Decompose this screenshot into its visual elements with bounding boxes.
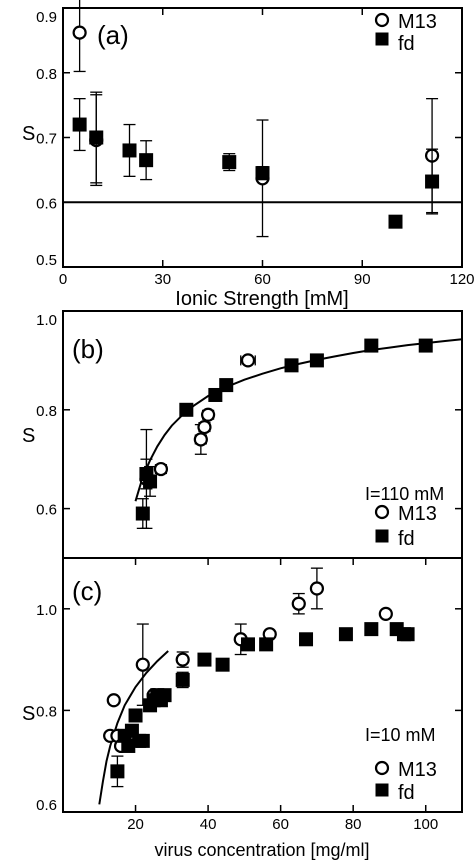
x-tick-label: 0 [59, 271, 67, 288]
m13-point [291, 596, 306, 611]
fd-point [175, 672, 190, 687]
legend-m13-label: M13 [398, 11, 437, 33]
m13-point [309, 581, 325, 596]
panel-c-frame [62, 557, 463, 813]
panel-b-label: (b) [72, 334, 104, 364]
panel-a: (a) S Ionic Strength [mM] M13 fd 0 30 60 90… [22, 0, 474, 310]
x-tick-label: 120 [449, 271, 474, 288]
fd-point [309, 353, 324, 368]
x-tick-label: 90 [354, 271, 371, 288]
y-tick-label: 0.9 [36, 9, 57, 26]
m13-point [200, 407, 216, 422]
m13-point [378, 606, 393, 621]
fd-point [219, 378, 234, 393]
legend-m13-marker [374, 760, 390, 776]
fd-point [179, 402, 194, 417]
legend-m13-label: M13 [398, 503, 437, 525]
y-tick-label: 0.6 [36, 195, 57, 212]
x-tick-label: 60 [254, 271, 271, 288]
fd-point [222, 155, 237, 170]
panel-c-annotation: I=10 mM [365, 725, 436, 745]
fd-point [364, 338, 379, 353]
fd-point [135, 733, 150, 748]
m13-point [240, 353, 256, 368]
fd-point [139, 153, 154, 168]
panel-c: (c) S virus concentration [mg/ml] I=10 m… [22, 557, 463, 860]
fd-point [255, 166, 270, 181]
legend-m13-marker [374, 12, 390, 28]
fd-point [299, 632, 314, 647]
legend-fd-label: fd [398, 782, 415, 804]
fd-point [240, 637, 255, 652]
panel-b: (b) S I=110 mM M13 fd 0.6 0.8 1.0 [22, 310, 463, 559]
y-tick-label: 0.5 [36, 252, 57, 269]
x-tick-label: 40 [200, 816, 217, 833]
y-tick-label: 0.8 [36, 66, 57, 83]
m13-point [197, 419, 212, 435]
y-tick-label: 0.7 [36, 131, 57, 148]
legend-fd-marker [375, 32, 389, 46]
panel-c-xlabel: virus concentration [mg/ml] [154, 840, 369, 860]
fd-point [338, 627, 353, 642]
panel-a-ylabel: S [22, 123, 35, 145]
legend-fd-marker [375, 783, 389, 797]
panel-b-legend: M13 fd [374, 503, 437, 550]
y-tick-label: 0.8 [36, 703, 57, 720]
x-tick-label: 80 [345, 816, 362, 833]
x-tick-label: 60 [272, 816, 289, 833]
m13-point [72, 25, 87, 40]
panel-c-label: (c) [72, 576, 102, 606]
fd-point [425, 174, 440, 189]
fd-point [215, 657, 230, 672]
legend-m13-label: M13 [398, 759, 437, 781]
fd-point [284, 358, 299, 373]
panel-a-legend: M13 fd [374, 11, 437, 55]
fd-point [143, 474, 158, 489]
m13-point [175, 652, 190, 667]
legend-fd-marker [375, 529, 389, 543]
fd-point [128, 708, 143, 723]
fd-point [157, 688, 172, 703]
fd-point [364, 622, 379, 637]
fd-point [135, 506, 150, 521]
y-tick-label: 0.6 [36, 502, 57, 519]
fd-point [122, 143, 137, 158]
legend-m13-marker [374, 504, 390, 520]
fd-point [197, 652, 212, 667]
fd-point [72, 117, 87, 132]
panel-b-annotation: I=110 mM [365, 484, 444, 504]
fd-point [418, 338, 433, 353]
fd-point [110, 764, 125, 779]
m13-point [106, 693, 121, 708]
y-tick-label: 1.0 [36, 312, 57, 329]
m13-point [135, 657, 150, 672]
panel-a-xlabel: Ionic Strength [mM] [175, 288, 348, 310]
y-tick-label: 0.6 [36, 797, 57, 814]
y-tick-label: 1.0 [36, 602, 57, 619]
m13-point [153, 461, 169, 477]
fd-point [208, 387, 223, 402]
panel-a-label: (a) [97, 20, 129, 50]
fit-curve [134, 338, 463, 502]
legend-fd-label: fd [398, 528, 415, 550]
panel-c-legend: M13 fd [374, 759, 437, 804]
fd-point [388, 214, 403, 229]
panel-c-ylabel: S [22, 703, 35, 725]
fd-point [89, 130, 104, 145]
fd-point [259, 637, 274, 652]
fit-curve [98, 650, 169, 805]
panel-b-ylabel: S [22, 425, 35, 447]
y-tick-label: 0.8 [36, 403, 57, 420]
x-tick-label: 20 [127, 816, 144, 833]
fd-point [400, 627, 415, 642]
legend-fd-label: fd [398, 33, 415, 55]
m13-point [193, 432, 208, 447]
x-tick-label: 100 [413, 816, 438, 833]
x-tick-label: 30 [154, 271, 171, 288]
